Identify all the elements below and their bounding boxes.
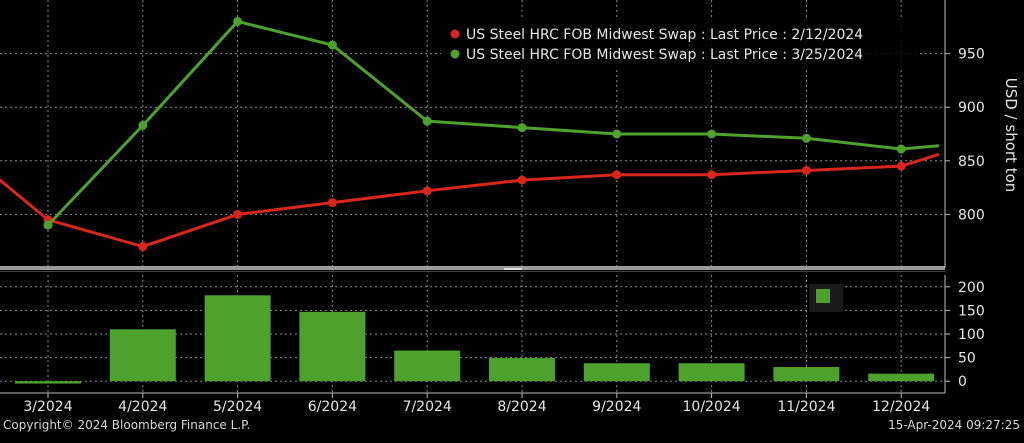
x-tick-label: 11/2024 [777, 399, 835, 415]
x-tick-label: 9/2024 [592, 399, 641, 415]
data-point [707, 170, 717, 180]
bar [109, 329, 176, 382]
panel-divider [0, 266, 945, 270]
timestamp-text: 15-Apr-2024 09:27:25 [888, 418, 1020, 432]
data-point [233, 16, 243, 26]
data-point [612, 170, 622, 180]
data-point [422, 186, 432, 196]
data-point [138, 120, 148, 130]
data-point [327, 40, 337, 50]
x-tick-label: 7/2024 [403, 399, 452, 415]
series-line-1 [0, 152, 940, 249]
x-tick-label: 5/2024 [213, 399, 262, 415]
x-tick-label: 3/2024 [23, 399, 72, 415]
x-tick-label: 6/2024 [308, 399, 357, 415]
y-tick-label: 850 [958, 154, 985, 170]
data-point [422, 116, 432, 126]
bar [204, 295, 271, 382]
data-point [327, 198, 337, 208]
y-axis-label: USD / short ton [1002, 78, 1020, 193]
y2-tick-label: 100 [958, 327, 985, 343]
bar-legend-swatch [816, 289, 830, 303]
legend-box [441, 17, 919, 67]
y-tick-label: 900 [958, 100, 985, 116]
legend-marker [450, 29, 460, 39]
legend-label: US Steel HRC FOB Midwest Swap : Last Pri… [466, 27, 863, 43]
bar [489, 358, 555, 382]
data-point [517, 123, 527, 133]
bar [15, 381, 81, 384]
panel-divider-shadow [0, 271, 945, 272]
data-point [612, 129, 622, 139]
data-point [233, 209, 243, 219]
x-tick-label: 4/2024 [118, 399, 167, 415]
bar [583, 363, 650, 382]
y2-tick-label: 50 [958, 351, 976, 367]
bar [678, 363, 745, 382]
divider-handle [504, 268, 522, 270]
data-point [801, 165, 811, 175]
bar [299, 311, 366, 382]
y2-tick-label: 0 [958, 374, 967, 390]
data-point [896, 161, 906, 171]
data-point [138, 242, 148, 252]
data-point [896, 144, 906, 154]
data-point [43, 220, 53, 230]
data-point [707, 129, 717, 139]
bar [868, 373, 935, 382]
legend: US Steel HRC FOB Midwest Swap : Last Pri… [441, 17, 919, 67]
legend-marker [450, 49, 460, 59]
x-tick-label: 12/2024 [872, 399, 930, 415]
data-point [517, 175, 527, 185]
y-tick-label: 800 [958, 207, 985, 223]
bar [773, 367, 840, 382]
x-tick-label: 8/2024 [497, 399, 546, 415]
x-tick-label: 10/2024 [683, 399, 741, 415]
y2-tick-label: 200 [958, 280, 985, 296]
y2-tick-label: 150 [958, 303, 985, 319]
y-tick-label: 950 [958, 47, 985, 63]
copyright-text: Copyright© 2024 Bloomberg Finance L.P. [3, 418, 251, 432]
bar [394, 350, 461, 382]
legend-label: US Steel HRC FOB Midwest Swap : Last Pri… [466, 47, 863, 63]
data-point [801, 133, 811, 143]
